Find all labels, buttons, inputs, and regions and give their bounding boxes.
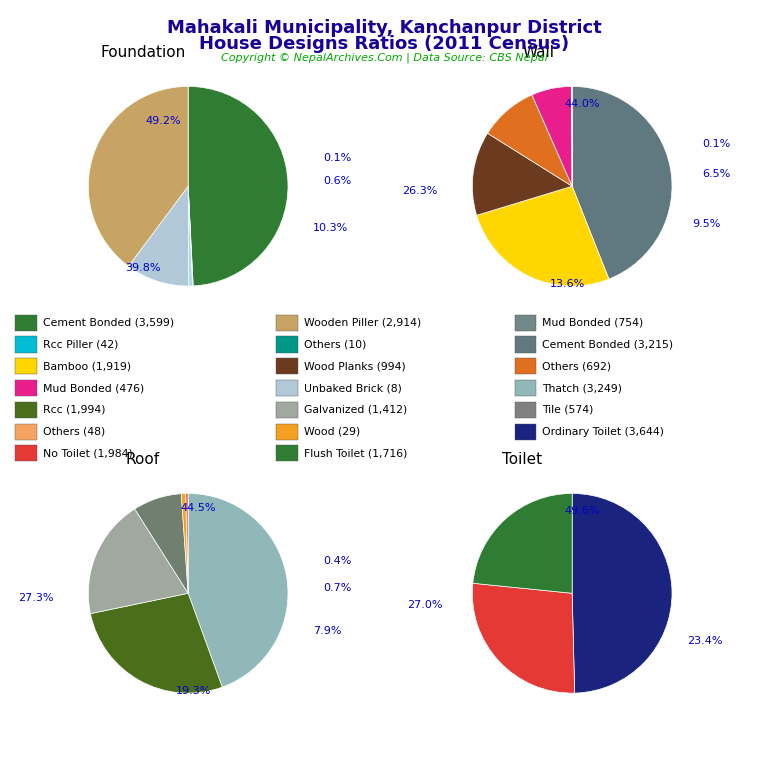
Wedge shape [572, 87, 672, 279]
Text: 26.3%: 26.3% [402, 186, 438, 197]
Text: Ordinary Toilet (3,644): Ordinary Toilet (3,644) [542, 426, 664, 436]
Bar [515, 380, 536, 396]
Text: 9.5%: 9.5% [692, 219, 720, 229]
Wedge shape [188, 187, 194, 286]
Wedge shape [472, 583, 574, 694]
Text: No Toilet (1,984): No Toilet (1,984) [43, 449, 133, 458]
Text: Galvanized (1,412): Galvanized (1,412) [304, 405, 407, 415]
Wedge shape [473, 494, 572, 594]
Bar [515, 315, 536, 331]
Text: 44.5%: 44.5% [180, 503, 216, 514]
Text: Others (48): Others (48) [43, 426, 105, 436]
Text: 49.6%: 49.6% [564, 506, 600, 516]
Text: Wooden Piller (2,914): Wooden Piller (2,914) [304, 318, 422, 328]
Bar [515, 423, 536, 439]
Text: Cement Bonded (3,215): Cement Bonded (3,215) [542, 339, 674, 349]
Wedge shape [188, 87, 288, 286]
Text: Toilet: Toilet [502, 452, 542, 467]
Bar [15, 445, 37, 462]
Text: 27.3%: 27.3% [18, 593, 53, 604]
Wedge shape [134, 494, 188, 594]
Bar [15, 336, 37, 353]
Wedge shape [88, 509, 188, 614]
Wedge shape [488, 95, 572, 187]
Bar [276, 358, 298, 374]
Text: 10.3%: 10.3% [313, 223, 348, 233]
Bar [276, 315, 298, 331]
Wedge shape [188, 187, 193, 286]
Wedge shape [128, 187, 189, 286]
Bar [276, 336, 298, 353]
Text: Mud Bonded (476): Mud Bonded (476) [43, 383, 144, 393]
Text: Bamboo (1,919): Bamboo (1,919) [43, 361, 131, 371]
Text: 49.2%: 49.2% [145, 116, 181, 127]
Bar [15, 358, 37, 374]
Wedge shape [477, 187, 609, 286]
Text: 27.0%: 27.0% [407, 601, 442, 611]
Text: Wood (29): Wood (29) [304, 426, 360, 436]
Text: Foundation: Foundation [101, 45, 186, 60]
Bar [276, 380, 298, 396]
Bar [276, 445, 298, 462]
Bar [515, 336, 536, 353]
Text: 39.8%: 39.8% [125, 263, 161, 273]
Wedge shape [181, 494, 188, 594]
Bar [515, 402, 536, 418]
Text: 19.3%: 19.3% [175, 686, 211, 696]
Text: Thatch (3,249): Thatch (3,249) [542, 383, 622, 393]
Text: 13.6%: 13.6% [550, 279, 584, 289]
Wedge shape [88, 87, 188, 266]
Wedge shape [186, 494, 188, 594]
Text: 0.6%: 0.6% [323, 176, 351, 187]
Text: 6.5%: 6.5% [702, 169, 730, 179]
Text: 0.7%: 0.7% [323, 583, 351, 594]
Text: Cement Bonded (3,599): Cement Bonded (3,599) [43, 318, 174, 328]
Wedge shape [188, 494, 288, 687]
Text: Copyright © NepalArchives.Com | Data Source: CBS Nepal: Copyright © NepalArchives.Com | Data Sou… [220, 52, 548, 63]
Text: Rcc Piller (42): Rcc Piller (42) [43, 339, 118, 349]
Text: Unbaked Brick (8): Unbaked Brick (8) [304, 383, 402, 393]
Wedge shape [532, 87, 572, 187]
Bar [15, 380, 37, 396]
Text: 44.0%: 44.0% [564, 99, 600, 109]
Bar [276, 423, 298, 439]
Text: House Designs Ratios (2011 Census): House Designs Ratios (2011 Census) [199, 35, 569, 52]
Text: Wood Planks (994): Wood Planks (994) [304, 361, 406, 371]
Text: Mahakali Municipality, Kanchanpur District: Mahakali Municipality, Kanchanpur Distri… [167, 19, 601, 37]
Text: Others (10): Others (10) [304, 339, 366, 349]
Text: 0.1%: 0.1% [702, 139, 730, 149]
Text: 7.9%: 7.9% [313, 626, 342, 636]
Text: 0.4%: 0.4% [323, 556, 351, 566]
Text: 23.4%: 23.4% [687, 636, 723, 646]
Bar [15, 402, 37, 418]
Text: 0.1%: 0.1% [323, 154, 351, 164]
Wedge shape [472, 134, 572, 215]
Wedge shape [91, 594, 222, 693]
Text: Others (692): Others (692) [542, 361, 611, 371]
Text: Rcc (1,994): Rcc (1,994) [43, 405, 105, 415]
Wedge shape [572, 494, 672, 693]
Bar [15, 423, 37, 439]
Text: Wall: Wall [522, 45, 554, 60]
Text: Tile (574): Tile (574) [542, 405, 594, 415]
Text: Roof: Roof [126, 452, 160, 467]
Bar [515, 358, 536, 374]
Text: Flush Toilet (1,716): Flush Toilet (1,716) [304, 449, 408, 458]
Text: Mud Bonded (754): Mud Bonded (754) [542, 318, 644, 328]
Bar [15, 315, 37, 331]
Bar [276, 402, 298, 418]
